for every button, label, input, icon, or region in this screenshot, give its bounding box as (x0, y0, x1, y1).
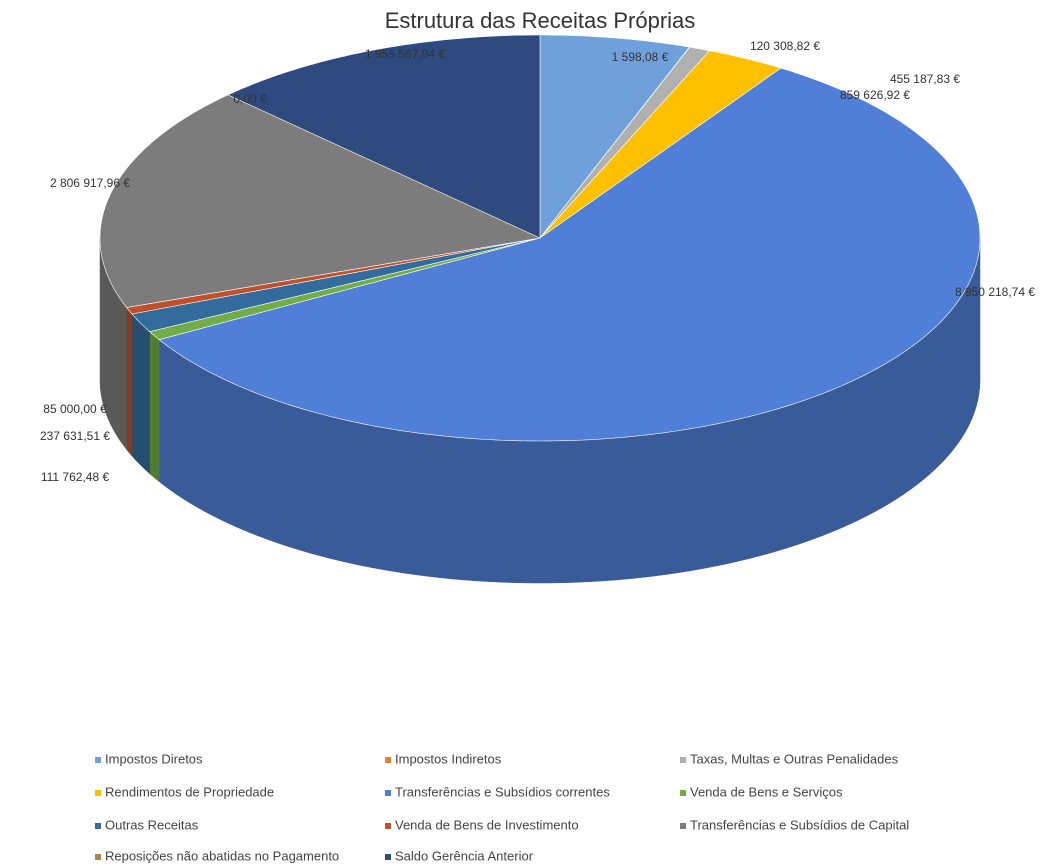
pie-tops (99, 34, 981, 442)
legend-swatch (385, 790, 391, 796)
legend-label: Taxas, Multas e Outras Penalidades (690, 751, 899, 766)
pie-slice (227, 34, 541, 239)
legend-swatch (680, 823, 686, 829)
legend-swatch (680, 790, 686, 796)
data-label: 237 631,51 € (40, 429, 110, 443)
legend-swatch (95, 790, 101, 796)
legend-label: Outras Receitas (105, 817, 199, 832)
data-label: 455 187,83 € (890, 72, 960, 86)
pie-slice (158, 67, 981, 442)
legend-swatch (680, 757, 686, 763)
legend-label: Transferências e Subsídios correntes (395, 784, 610, 799)
legend-swatch (95, 854, 101, 860)
data-label: 0,00 € (233, 92, 267, 106)
legend-label: Impostos Diretos (105, 751, 203, 766)
legend-swatch (385, 854, 391, 860)
pie-side (149, 331, 160, 483)
chart-title: Estrutura das Receitas Próprias (385, 8, 696, 33)
legend-swatch (95, 823, 101, 829)
legend-label: Rendimentos de Propriedade (105, 784, 274, 799)
legend-swatch (385, 757, 391, 763)
legend-label: Venda de Bens de Investimento (395, 817, 579, 832)
data-label: 111 762,48 € (41, 470, 110, 484)
legend-label: Impostos Indiretos (395, 751, 502, 766)
legend-swatch (95, 757, 101, 763)
legend-label: Transferências e Subsídios de Capital (690, 817, 909, 832)
data-label: 859 626,92 € (840, 88, 910, 102)
legend-swatch (385, 823, 391, 829)
pie-slice (539, 46, 711, 239)
pie-side (126, 306, 133, 457)
pie-slice (99, 94, 542, 308)
data-label: 120 308,82 € (750, 39, 820, 53)
data-label: 85 000,00 € (43, 402, 107, 416)
legend-label: Saldo Gerência Anterior (395, 848, 534, 863)
pie-side (131, 313, 150, 475)
data-label: 1 955 567,04 € (365, 47, 445, 61)
pie-slice (131, 237, 541, 332)
pie-slice (539, 50, 782, 239)
pie-slice (539, 34, 691, 239)
legend-label: Venda de Bens e Serviços (690, 784, 843, 799)
pie-slice (148, 237, 541, 340)
legend-label: Reposições não abatidas no Pagamento (105, 848, 339, 863)
data-label: 1 598,08 € (612, 50, 669, 64)
data-label: 2 806 917,96 € (50, 176, 130, 190)
data-label: 8 950 218,74 € (955, 285, 1035, 299)
